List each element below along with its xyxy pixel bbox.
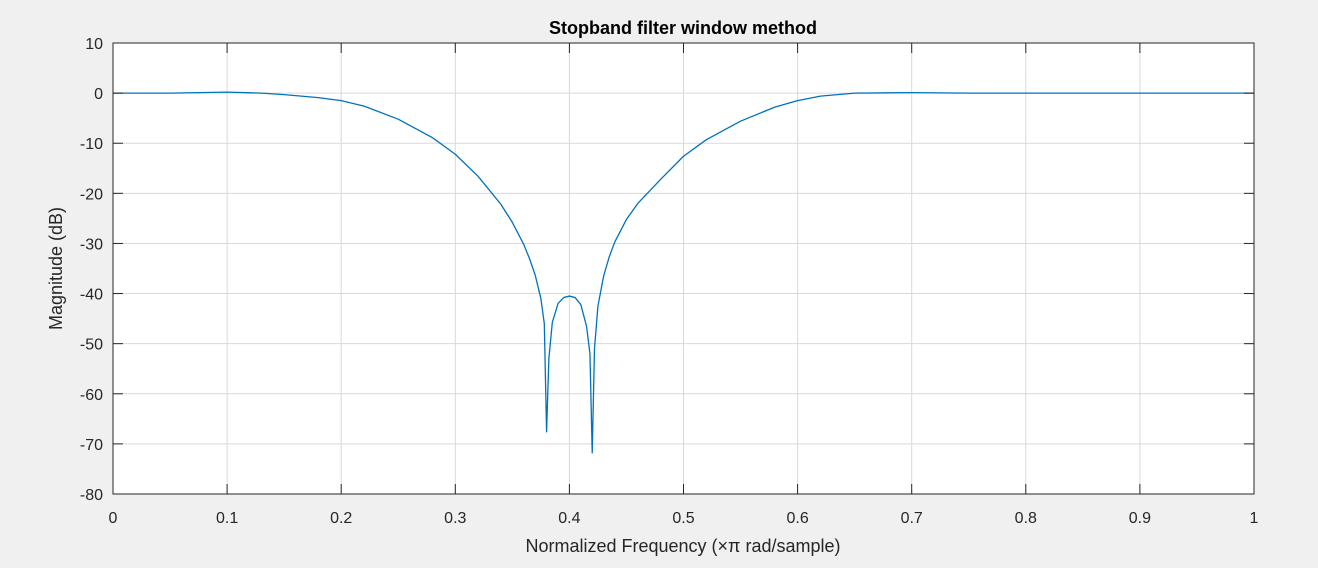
y-axis-title: Magnitude (dB) xyxy=(46,207,66,330)
x-tick-label: 0.5 xyxy=(672,510,694,527)
y-tick-label: 10 xyxy=(85,36,103,53)
x-tick-label: 0.2 xyxy=(330,510,352,527)
x-tick-label: 0.4 xyxy=(558,510,580,527)
x-tick-label: 1 xyxy=(1250,510,1259,527)
y-tick-label: -20 xyxy=(80,186,103,203)
x-tick-labels: 0 0.1 0.2 0.3 0.4 0.5 0.6 0.7 0.8 0.9 1 xyxy=(109,510,1259,527)
x-tick-label: 0.3 xyxy=(444,510,466,527)
x-axis-title: Normalized Frequency (×π rad/sample) xyxy=(525,536,840,556)
y-tick-label: -50 xyxy=(80,337,103,354)
x-tick-label: 0 xyxy=(109,510,118,527)
y-tick-label: -80 xyxy=(80,487,103,504)
y-tick-label: -70 xyxy=(80,437,103,454)
y-tick-label: -60 xyxy=(80,387,103,404)
y-tick-labels: 10 0 -10 -20 -30 -40 -50 -60 -70 -80 xyxy=(80,36,103,504)
x-tick-label: 0.7 xyxy=(901,510,923,527)
magnitude-response-line xyxy=(113,91,1254,454)
chart-title: Stopband filter window method xyxy=(549,18,817,38)
x-tick-label: 0.8 xyxy=(1015,510,1037,527)
axis-ticks xyxy=(112,42,1255,495)
x-tick-label: 0.6 xyxy=(786,510,808,527)
y-tick-label: 0 xyxy=(94,86,103,103)
y-tick-label: -30 xyxy=(80,236,103,253)
y-tick-label: -40 xyxy=(80,287,103,304)
x-tick-label: 0.1 xyxy=(216,510,238,527)
y-tick-label: -10 xyxy=(80,136,103,153)
series-group xyxy=(113,91,1254,454)
x-tick-label: 0.9 xyxy=(1129,510,1151,527)
